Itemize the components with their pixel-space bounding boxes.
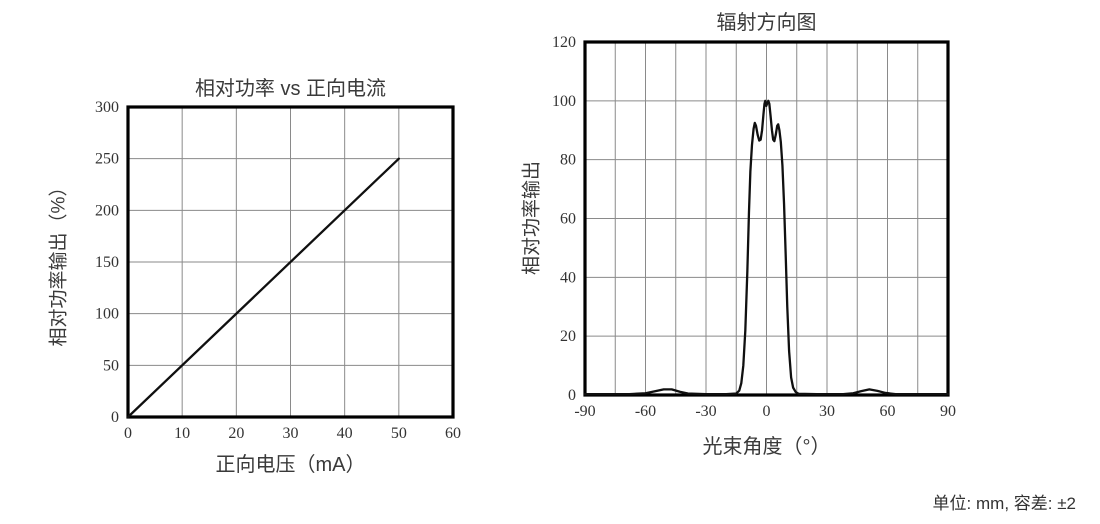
x-tick-label: 30 — [819, 403, 835, 420]
left-y-axis-label: 相对功率输出（%） — [48, 177, 70, 347]
left-chart-title: 相对功率 vs 正向电流 — [194, 78, 387, 100]
left-x-axis-label: 正向电压（mA） — [215, 454, 366, 476]
x-tick-label: 60 — [880, 403, 896, 420]
right-chart-title: 辐射方向图 — [716, 12, 817, 34]
units-tolerance-note: 单位: mm, 容差: ±2 — [932, 494, 1076, 513]
y-tick-label: 300 — [95, 99, 119, 116]
x-tick-label: 30 — [283, 425, 299, 442]
y-tick-label: 120 — [552, 34, 576, 51]
x-tick-label: 0 — [124, 425, 132, 442]
y-tick-label: 150 — [95, 254, 119, 271]
x-tick-label: -30 — [695, 403, 716, 420]
right-y-axis-label: 相对功率输出 — [521, 160, 543, 276]
radiation-pattern-line — [583, 99, 950, 396]
y-tick-label: 0 — [568, 387, 576, 404]
relative-power-vs-forward-current-chart: 0 10 20 30 40 50 60 0 50 100 150 200 250 300 — [95, 99, 461, 442]
x-tick-label: 60 — [445, 425, 461, 442]
x-tick-label: 10 — [174, 425, 190, 442]
x-tick-label: 0 — [763, 403, 771, 420]
y-tick-label: 80 — [560, 152, 576, 169]
y-tick-label: 100 — [552, 93, 576, 110]
x-tick-label: 40 — [337, 425, 353, 442]
radiation-pattern-chart: -90 -60 -30 0 30 60 90 0 20 40 60 80 100 120 — [552, 34, 956, 420]
right-x-axis-label: 光束角度（°） — [702, 436, 831, 458]
x-tick-label: -90 — [574, 403, 595, 420]
x-tick-label: 20 — [228, 425, 244, 442]
relative-power-line — [126, 157, 400, 419]
y-tick-label: 100 — [95, 306, 119, 323]
y-tick-label: 250 — [95, 151, 119, 168]
x-tick-label: -60 — [635, 403, 656, 420]
y-tick-label: 20 — [560, 328, 576, 345]
y-tick-label: 0 — [111, 409, 119, 426]
x-tick-label: 50 — [391, 425, 407, 442]
y-tick-label: 50 — [103, 357, 119, 374]
x-tick-label: 90 — [940, 403, 956, 420]
y-tick-label: 60 — [560, 211, 576, 228]
y-tick-label: 40 — [560, 269, 576, 286]
y-tick-label: 200 — [95, 202, 119, 219]
